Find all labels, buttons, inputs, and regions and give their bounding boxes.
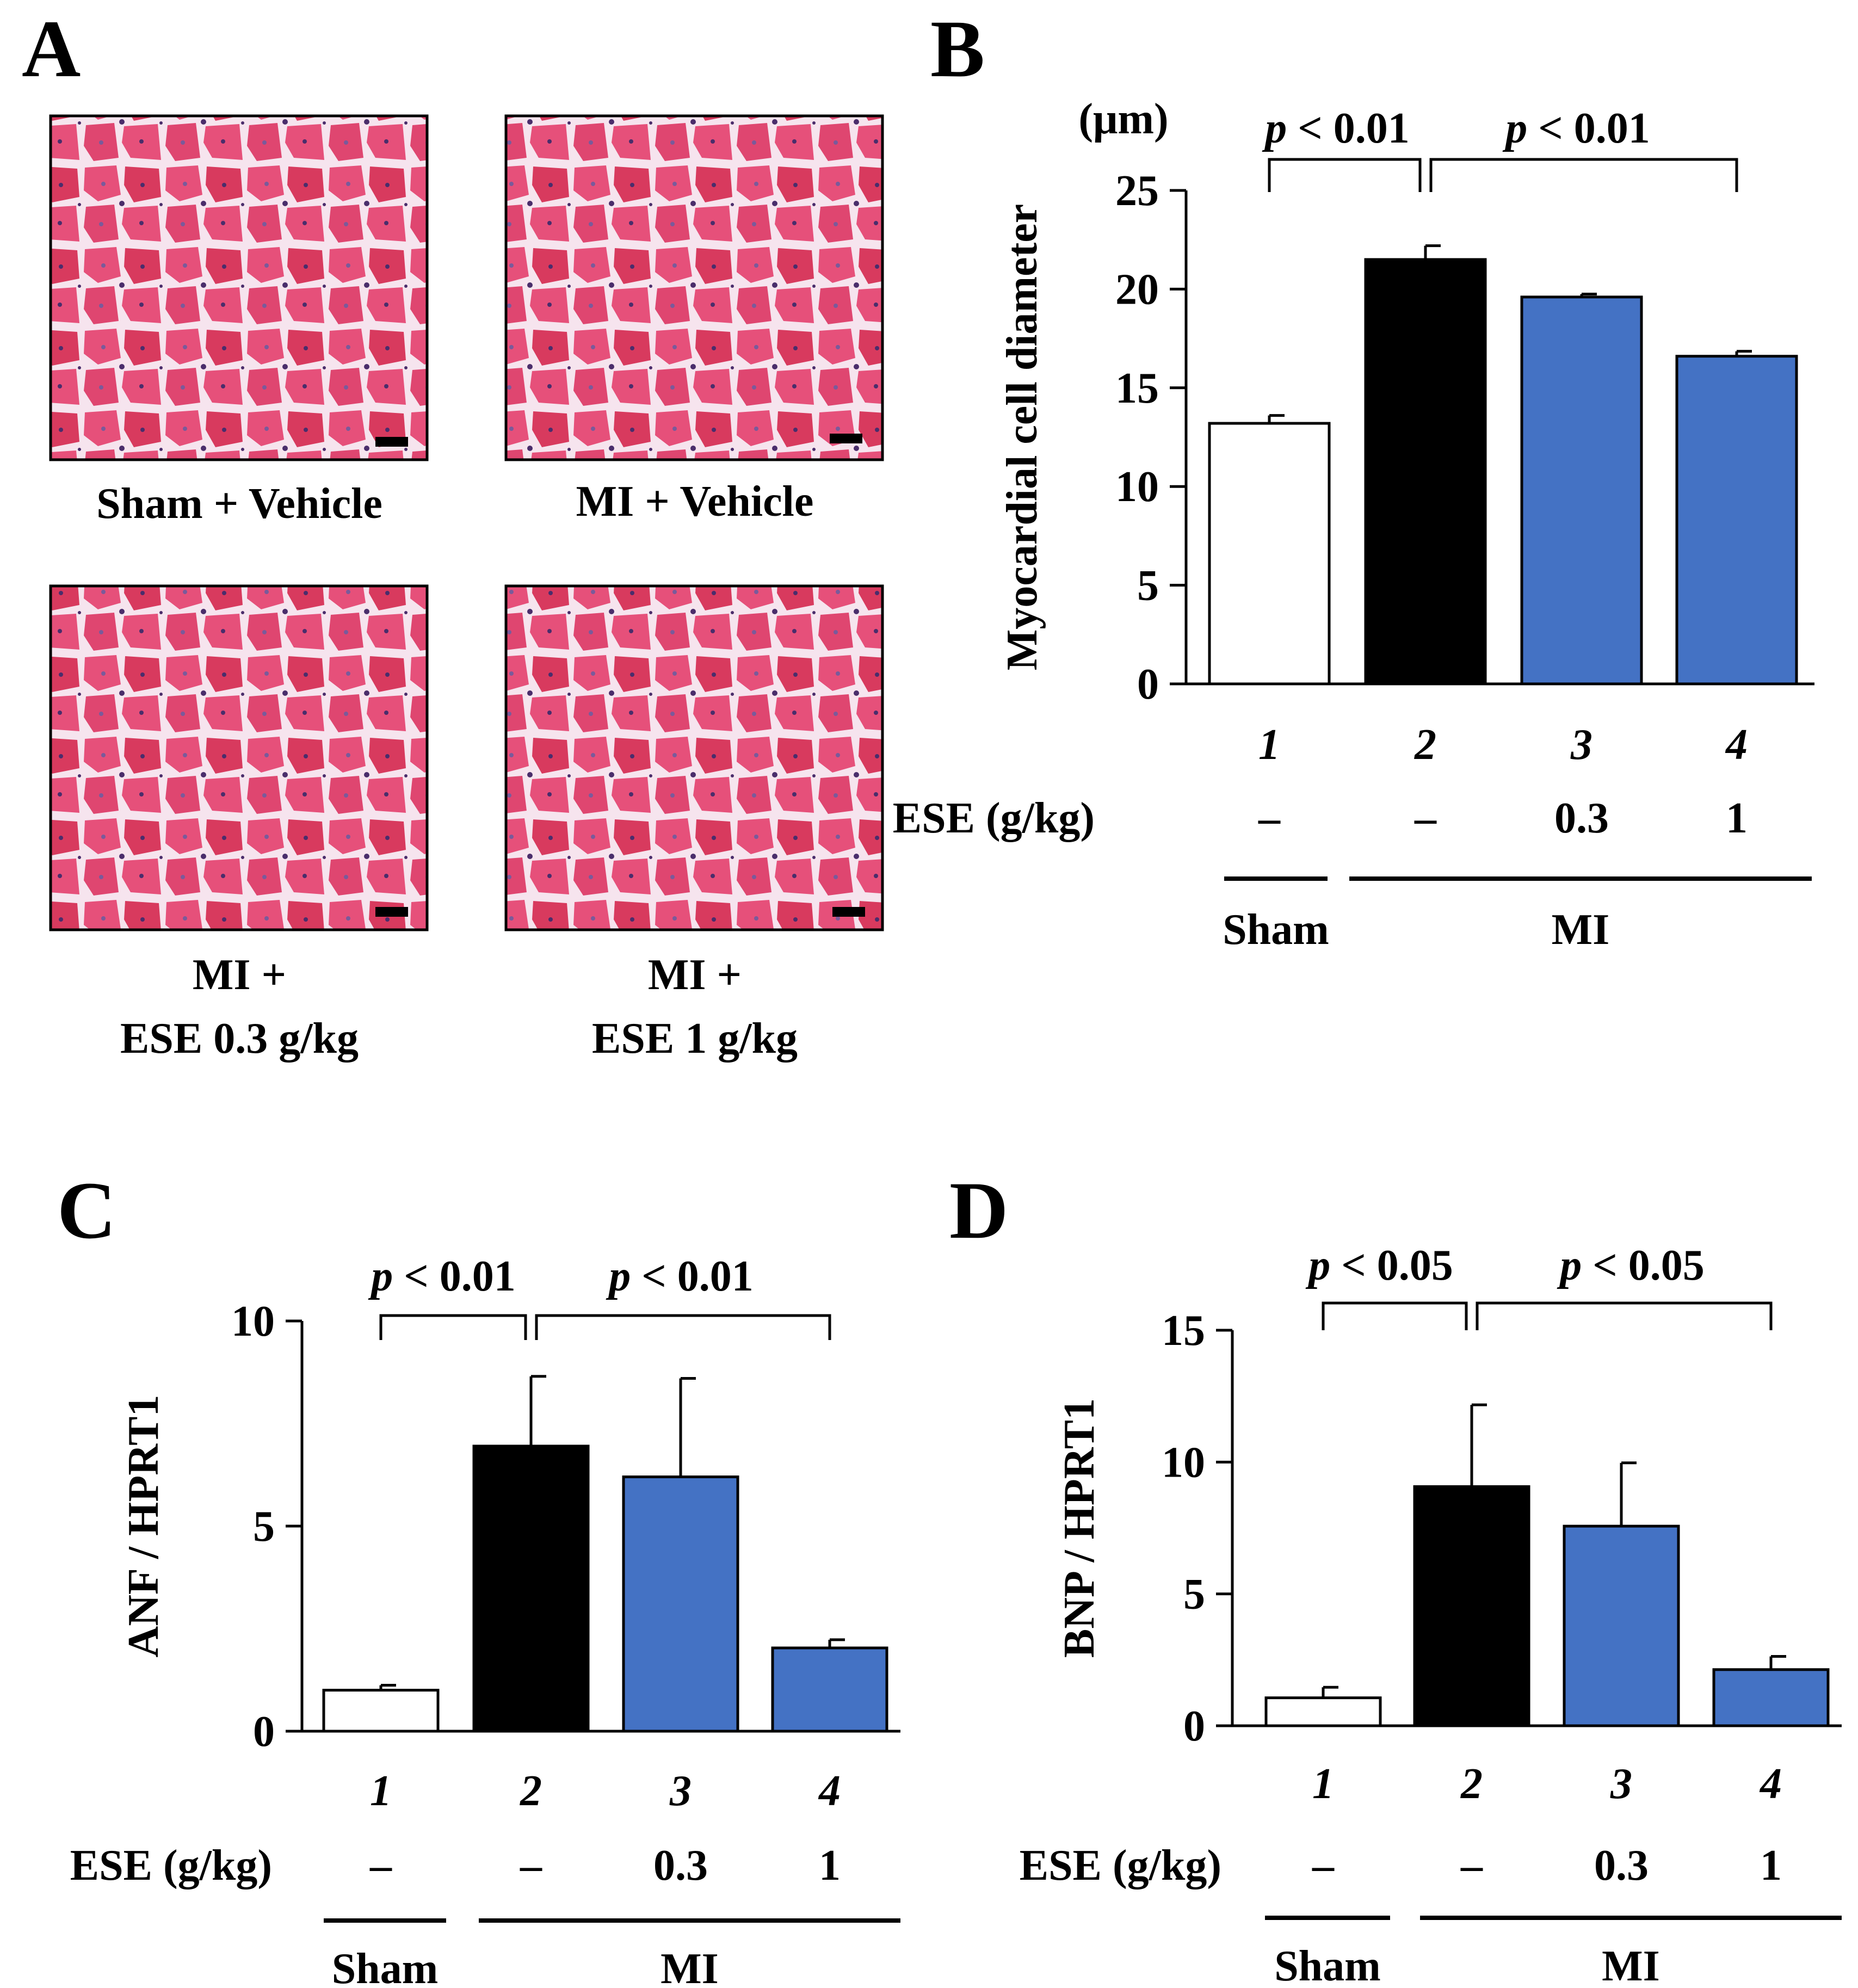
ese-row-label-c: ESE (g/kg) <box>70 1842 272 1890</box>
ese-value-c-3: 0.3 <box>653 1842 708 1890</box>
panel-letter-b: B <box>930 4 985 94</box>
bar-b-3 <box>1520 295 1643 686</box>
ese-value-b-2: – <box>1414 794 1437 842</box>
chart-c-anf-hprt1: 0 5 10 ANF / HPRT1 p < 0.01 p < 0.01 1 2 3 4 ESE (… <box>70 1252 900 1988</box>
group-label-d-mi: MI <box>1602 1942 1660 1985</box>
group-label-b-mi: MI <box>1552 906 1610 954</box>
panel-a: Sham + Vehicle MI + Vehicle MI + ESE 0.3… <box>49 114 884 1063</box>
ese-value-c-4: 1 <box>819 1842 841 1890</box>
y-axis-unit-b: (μm) <box>1078 95 1168 143</box>
significance-label-d-1: p < 0.05 <box>1305 1242 1453 1289</box>
chart-d-bnp-hprt1: 0 5 10 15 BNP / HPRT1 p < 0.05 p < 0.05 1 2 3 4 ESE… <box>1020 1242 1842 1988</box>
ese-value-b-4: 1 <box>1726 794 1748 842</box>
y-tick-label-b: 15 <box>1115 365 1159 412</box>
bar-c-1 <box>322 1689 440 1733</box>
panel-letter-c: C <box>57 1165 116 1256</box>
category-label-c-3: 3 <box>669 1767 692 1815</box>
ese-value-b-1: – <box>1258 794 1281 842</box>
ese-value-d-4: 1 <box>1760 1842 1782 1890</box>
significance-label-c-2: p < 0.01 <box>606 1252 754 1300</box>
category-label-d-2: 2 <box>1460 1760 1483 1808</box>
significance-bracket-b-2 <box>1429 158 1738 192</box>
bar-b-4 <box>1675 355 1798 686</box>
group-label-c-mi: MI <box>661 1945 719 1985</box>
y-tick-label-d: 10 <box>1162 1438 1205 1486</box>
micrograph-label-mi-ese-1-line1: MI + <box>648 951 742 999</box>
ese-value-d-2: – <box>1460 1842 1483 1890</box>
micrograph-label-mi-ese-0.3-line2: ESE 0.3 g/kg <box>120 1015 359 1063</box>
bar-d-4 <box>1712 1668 1830 1727</box>
y-tick-label-b: 0 <box>1137 660 1159 708</box>
significance-label-c-1: p < 0.01 <box>368 1252 516 1300</box>
micrograph-mi-vehicle <box>504 114 884 461</box>
significance-bracket-c-1 <box>379 1314 527 1340</box>
bar-c-2 <box>472 1444 590 1733</box>
panel-letter-d: D <box>949 1165 1008 1256</box>
category-label-b-3: 3 <box>1570 721 1592 769</box>
bar-b-1 <box>1208 422 1331 686</box>
significance-bracket-d-2 <box>1476 1301 1773 1330</box>
bar-c-4 <box>771 1646 888 1733</box>
category-label-c-4: 4 <box>818 1767 841 1815</box>
bar-d-3 <box>1563 1524 1680 1727</box>
y-tick-label-b: 10 <box>1115 463 1159 511</box>
ese-row-label-d: ESE (g/kg) <box>1020 1842 1221 1890</box>
y-tick-label-b: 5 <box>1137 562 1159 610</box>
significance-bracket-c-2 <box>535 1314 831 1340</box>
y-tick-label-c: 0 <box>253 1708 275 1756</box>
group-label-d-sham: Sham <box>1274 1942 1381 1985</box>
category-label-b-1: 1 <box>1258 721 1280 769</box>
scale-bar <box>375 907 408 917</box>
ese-row-label-b: ESE (g/kg) <box>893 794 1095 842</box>
bar-c-3 <box>622 1475 739 1733</box>
micrograph-mi-ese-0.3 <box>49 584 429 931</box>
scale-bar <box>830 434 862 443</box>
ese-value-d-3: 0.3 <box>1594 1842 1649 1890</box>
y-axis-label-c: ANF / HPRT1 <box>120 1394 168 1657</box>
micrograph-mi-ese-1 <box>504 584 884 931</box>
ese-value-c-1: – <box>369 1842 392 1890</box>
micrograph-label-sham-vehicle: Sham + Vehicle <box>96 480 382 528</box>
scale-bar <box>375 437 408 447</box>
y-tick-label-c: 5 <box>253 1503 275 1551</box>
category-label-b-4: 4 <box>1725 721 1748 769</box>
category-label-c-1: 1 <box>370 1767 392 1815</box>
chart-b-myocardial-cell-diameter: 0 5 10 15 20 25 Myocardial cell diameter (μm) p … <box>893 95 1814 954</box>
scale-bar <box>832 907 865 917</box>
y-tick-label-d: 0 <box>1183 1702 1205 1750</box>
micrograph-label-mi-ese-0.3-line1: MI + <box>193 951 286 999</box>
bar-d-1 <box>1264 1696 1382 1727</box>
panel-letter-a: A <box>22 4 81 94</box>
category-label-d-4: 4 <box>1759 1760 1782 1808</box>
significance-bracket-d-1 <box>1322 1301 1468 1330</box>
category-label-d-3: 3 <box>1610 1760 1632 1808</box>
bar-d-2 <box>1413 1485 1530 1727</box>
ese-value-c-2: – <box>520 1842 542 1890</box>
y-tick-label-b: 20 <box>1115 266 1159 313</box>
y-tick-label-b: 25 <box>1115 167 1159 215</box>
y-axis-label-b: Myocardial cell diameter <box>998 204 1046 670</box>
micrograph-label-mi-vehicle: MI + Vehicle <box>576 478 814 526</box>
category-label-d-1: 1 <box>1312 1760 1334 1808</box>
group-label-c-sham: Sham <box>332 1945 439 1985</box>
significance-label-d-2: p < 0.05 <box>1557 1242 1705 1289</box>
micrograph-sham-vehicle <box>49 114 429 461</box>
ese-value-d-1: – <box>1312 1842 1335 1890</box>
y-axis-label-d: BNP / HPRT1 <box>1055 1398 1103 1658</box>
bar-b-2 <box>1364 258 1487 686</box>
significance-bracket-b-1 <box>1268 158 1422 192</box>
group-label-b-sham: Sham <box>1223 906 1329 954</box>
category-label-b-2: 2 <box>1414 721 1436 769</box>
y-tick-label-d: 5 <box>1183 1571 1205 1619</box>
significance-label-b-2: p < 0.01 <box>1502 104 1650 152</box>
ese-value-b-3: 0.3 <box>1554 794 1609 842</box>
y-tick-label-d: 15 <box>1162 1307 1205 1355</box>
category-label-c-2: 2 <box>520 1767 542 1815</box>
significance-label-b-1: p < 0.01 <box>1262 104 1410 152</box>
y-tick-label-c: 10 <box>231 1298 275 1345</box>
micrograph-label-mi-ese-1-line2: ESE 1 g/kg <box>592 1015 798 1063</box>
